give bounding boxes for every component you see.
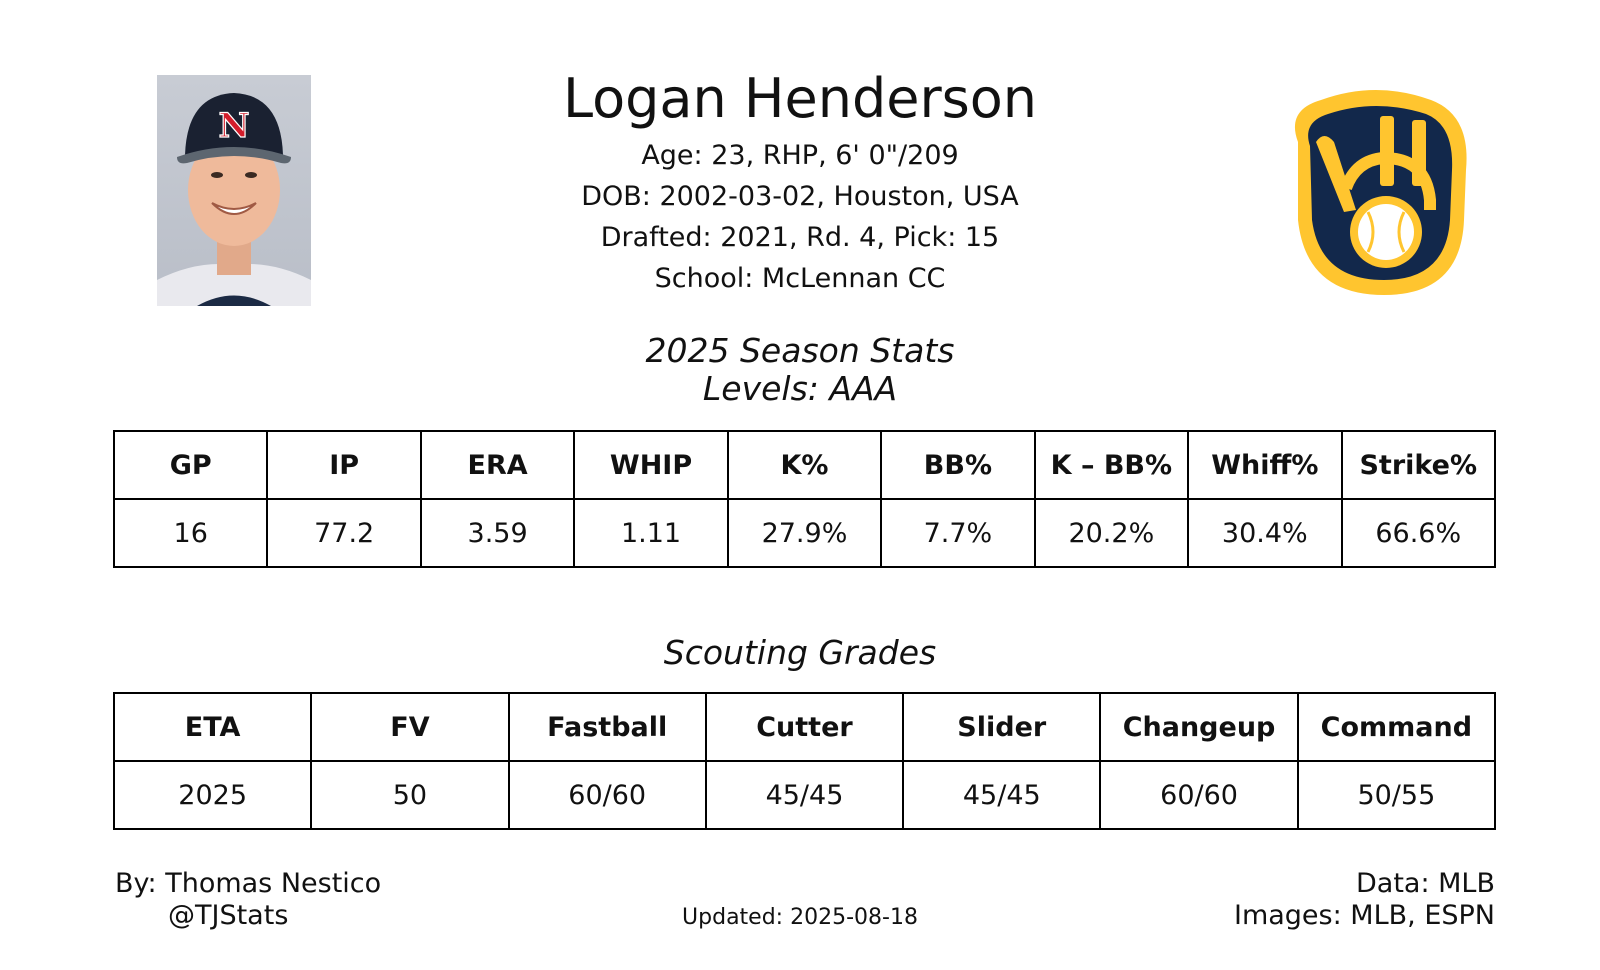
bio-draft: Drafted: 2021, Rd. 4, Pick: 15 xyxy=(600,222,1000,253)
stats-header-cell: Strike% xyxy=(1340,430,1496,500)
grades-value-cell: 50 xyxy=(310,760,510,830)
stats-value-cell: 3.59 xyxy=(419,498,576,568)
season-levels: Levels: AAA xyxy=(702,369,898,408)
grades-header-cell: Changeup xyxy=(1099,692,1299,762)
stats-value-cell: 1.11 xyxy=(573,498,729,568)
stats-value-row: 16 77.2 3.59 1.11 27.9% 7.7% 20.2% 30.4%… xyxy=(112,498,1496,568)
stats-header-cell: Whiff% xyxy=(1187,430,1343,500)
grades-value-cell: 60/60 xyxy=(1099,760,1299,830)
stats-value-cell: 16 xyxy=(112,498,269,568)
bio-age-position: Age: 23, RHP, 6' 0"/209 xyxy=(641,140,959,171)
footer-sources: Data: MLB Images: MLB, ESPN xyxy=(1234,868,1495,932)
stats-value-cell: 7.7% xyxy=(880,498,1036,568)
stats-value-cell: 77.2 xyxy=(266,498,422,568)
stats-value-cell: 66.6% xyxy=(1340,498,1496,568)
stats-header-cell: ERA xyxy=(419,430,576,500)
scouting-grades-title: Scouting Grades xyxy=(663,633,937,672)
grades-header-row: ETA FV Fastball Cutter Slider Changeup C… xyxy=(112,692,1497,762)
player-headshot-icon: N xyxy=(157,93,311,306)
footer-credits: By: Thomas Nestico @TJStats xyxy=(115,868,381,932)
grades-header-cell: Command xyxy=(1296,692,1497,762)
ball-in-glove-logo-icon xyxy=(1294,90,1467,295)
stats-value-cell: 30.4% xyxy=(1187,498,1343,568)
data-source: Data: MLB xyxy=(1355,868,1495,899)
stats-header-cell: BB% xyxy=(880,430,1036,500)
grades-value-cell: 50/55 xyxy=(1296,760,1497,830)
scouting-grades-table: ETA FV Fastball Cutter Slider Changeup C… xyxy=(112,692,1497,830)
season-stats-title: 2025 Season Stats xyxy=(645,331,955,370)
author-credit: By: Thomas Nestico xyxy=(115,868,382,899)
cap-letter: N xyxy=(218,106,249,146)
stats-value-cell: 20.2% xyxy=(1033,498,1190,568)
updated-date: Updated: 2025-08-18 xyxy=(682,905,918,930)
grades-header-cell: Slider xyxy=(902,692,1102,762)
grades-header-cell: Fastball xyxy=(507,692,707,762)
grades-header-cell: Cutter xyxy=(704,692,905,762)
season-stats-table: GP IP ERA WHIP K% BB% K – BB% Whiff% Str… xyxy=(112,430,1496,568)
grades-header-cell: FV xyxy=(310,692,510,762)
team-logo xyxy=(1276,80,1476,300)
bio-school: School: McLennan CC xyxy=(654,263,946,294)
player-photo: N xyxy=(157,75,311,306)
author-handle: @TJStats xyxy=(168,900,289,931)
grades-header-cell: ETA xyxy=(112,692,313,762)
bio-birth: DOB: 2002-03-02, Houston, USA xyxy=(581,181,1019,212)
player-name: Logan Henderson xyxy=(562,67,1038,130)
stats-header-row: GP IP ERA WHIP K% BB% K – BB% Whiff% Str… xyxy=(112,430,1496,500)
grades-value-cell: 45/45 xyxy=(902,760,1102,830)
stats-header-cell: K% xyxy=(726,430,883,500)
grades-value-cell: 60/60 xyxy=(507,760,707,830)
stats-header-cell: GP xyxy=(112,430,269,500)
stats-header-cell: K – BB% xyxy=(1033,430,1190,500)
stats-header-cell: IP xyxy=(266,430,422,500)
images-source: Images: MLB, ESPN xyxy=(1233,900,1495,931)
stats-header-cell: WHIP xyxy=(573,430,729,500)
grades-value-cell: 45/45 xyxy=(704,760,905,830)
grades-value-row: 2025 50 60/60 45/45 45/45 60/60 50/55 xyxy=(112,760,1497,830)
stats-value-cell: 27.9% xyxy=(726,498,883,568)
grades-value-cell: 2025 xyxy=(112,760,313,830)
